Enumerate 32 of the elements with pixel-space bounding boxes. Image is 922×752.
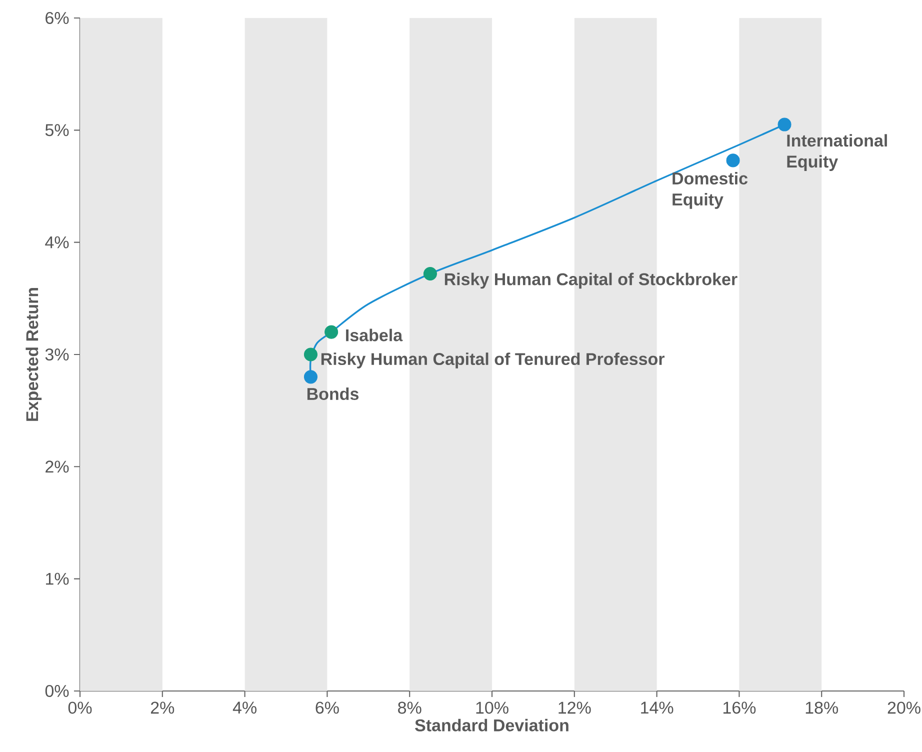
x-tick-label: 20% — [888, 702, 920, 714]
y-tick-label: 2% — [46, 460, 69, 473]
annotation: International Equity — [787, 134, 887, 171]
annotation: Risky Human Capital of Stockbroker — [444, 272, 738, 289]
x-tick-label: 10% — [476, 702, 508, 714]
x-tick-label: 18% — [806, 702, 838, 714]
point — [324, 325, 338, 339]
annotation: Bonds — [307, 388, 359, 400]
x-tick-label: 4% — [232, 702, 256, 714]
point — [304, 348, 318, 362]
y-tick-label: 4% — [45, 236, 69, 248]
point — [778, 118, 792, 132]
x-tick-label: 16% — [723, 702, 756, 714]
point — [726, 154, 740, 168]
annotation: Domestic Equity — [672, 172, 748, 209]
y-tick-label: 3% — [45, 348, 69, 361]
y-axis-title: Expected Return — [26, 288, 42, 421]
annotation: Risky Human Capital of Tenured Professor — [321, 352, 665, 368]
x-axis-title: Standard Deviation — [415, 718, 568, 732]
x-tick-label: 14% — [641, 702, 674, 714]
annotation: Isabela — [346, 328, 403, 342]
x-tick-label: 8% — [398, 702, 422, 714]
x-tick-label: 12% — [558, 702, 591, 714]
y-tick-label: 6% — [46, 12, 69, 24]
y-tick-label: 5% — [45, 124, 69, 136]
x-tick-label: 0% — [68, 702, 92, 714]
y-tick-label: 1% — [46, 572, 69, 585]
point — [304, 370, 318, 384]
x-tick-label: 6% — [316, 702, 339, 714]
x-tick-label: 2% — [150, 702, 174, 714]
point — [423, 266, 437, 280]
y-tick-label: 0% — [45, 684, 69, 698]
